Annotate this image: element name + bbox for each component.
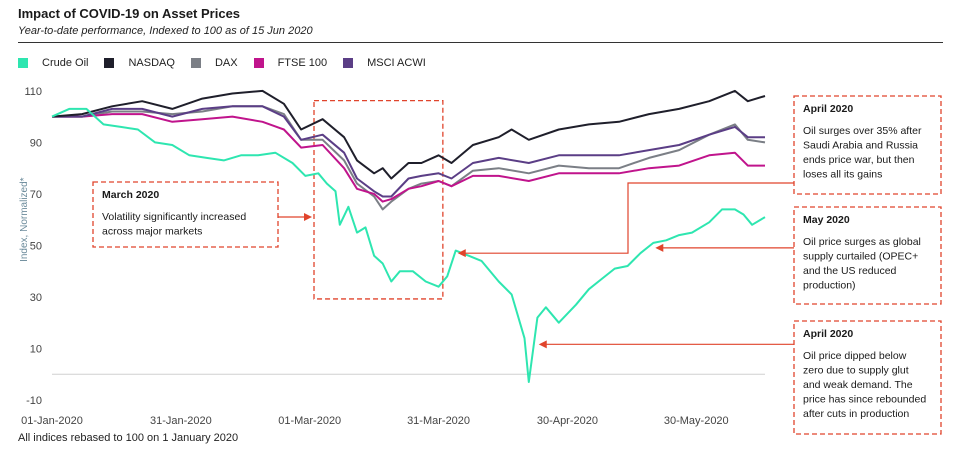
series-line-crude-oil: [51, 107, 766, 383]
annotation-line-april-2020-oil-dip: zero due to supply glut: [803, 365, 909, 377]
y-tick-label: -10: [26, 395, 42, 407]
legend-item-crude-oil: Crude Oil: [18, 57, 88, 69]
x-tick-label: 01-Mar-2020: [278, 415, 341, 427]
y-tick-label: 30: [30, 292, 42, 304]
legend-item-nasdaq: NASDAQ: [104, 57, 175, 69]
y-tick-label: 10: [30, 343, 42, 355]
legend-item-msci-acwi: MSCI ACWI: [343, 57, 426, 69]
annotation-line-april-2020-oil-surge: loses all its gains: [803, 169, 882, 181]
x-tick-label: 01-Jan-2020: [21, 415, 83, 427]
legend-item-ftse-100: FTSE 100: [253, 57, 328, 69]
x-tick-label: 30-May-2020: [664, 415, 729, 427]
title-divider: [18, 42, 943, 43]
series-line-ftse-100: [52, 113, 765, 203]
annotation-line-may-2020: Oil price surges as global: [803, 236, 921, 248]
legend-label-dax: DAX: [214, 57, 238, 69]
legend-swatch-msci-acwi: [343, 58, 354, 68]
legend-swatch-crude-oil: [18, 58, 28, 68]
legend: Crude Oil NASDAQ DAX FTSE 100 MSCI ACWI: [18, 57, 442, 69]
y-tick-label: 90: [30, 137, 42, 149]
annotation-title-april-2020-oil-surge: April 2020: [803, 103, 853, 115]
annotation-title-april-2020-oil-dip: April 2020: [803, 328, 853, 340]
annotation-box-may-2020: [793, 206, 942, 305]
annotation-box-april-2020-oil-surge: [793, 95, 942, 195]
x-tick-label: 30-Apr-2020: [537, 415, 598, 427]
arrowhead-april-2020-oil-surge: [457, 249, 466, 258]
y-tick-label: 70: [30, 189, 42, 201]
annotation-line-may-2020: production): [803, 280, 856, 292]
annotation-box-april-2020-oil-dip: [793, 320, 942, 435]
connector-april-2020-oil-surge: [463, 182, 794, 254]
volatility-highlight-box: [313, 99, 444, 300]
legend-swatch-ftse-100: [253, 58, 264, 68]
x-tick-label: 31-Jan-2020: [150, 415, 212, 427]
legend-label-ftse-100: FTSE 100: [277, 57, 328, 69]
annotation-line-april-2020-oil-dip: and weak demand. The: [803, 379, 913, 391]
annotation-line-april-2020-oil-dip: after cuts in production: [803, 408, 909, 420]
legend-swatch-nasdaq: [104, 58, 115, 68]
arrowhead-may-2020: [655, 243, 664, 252]
arrowhead-march-2020: [304, 213, 313, 221]
series-line-dax: [52, 105, 766, 211]
annotation-line-may-2020: supply curtailed (OPEC+: [803, 251, 918, 263]
legend-label-nasdaq: NASDAQ: [128, 57, 175, 69]
y-tick-label: 110: [24, 86, 42, 98]
arrowhead-april-2020-oil-dip: [538, 340, 547, 349]
y-tick-label: 50: [30, 240, 42, 252]
annotation-line-april-2020-oil-surge: Oil surges over 35% after: [803, 125, 922, 137]
y-axis-label: Index, Normalized*: [19, 177, 30, 262]
annotation-title-march-2020: March 2020: [102, 189, 159, 201]
chart-title: Impact of COVID-19 on Asset Prices: [18, 6, 241, 21]
annotation-line-april-2020-oil-surge: ends price war, but then: [803, 154, 915, 166]
footnote: All indices rebased to 100 on 1 January …: [18, 432, 239, 444]
annotation-line-april-2020-oil-dip: price has since rebounded: [803, 394, 926, 406]
annotation-line-may-2020: and the US reduced: [803, 265, 897, 277]
series-line-msci-acwi: [52, 105, 765, 198]
legend-swatch-dax: [190, 58, 201, 68]
chart-subtitle: Year-to-date performance, Indexed to 100…: [18, 25, 313, 37]
annotation-line-march-2020: across major markets: [102, 226, 202, 238]
annotation-box-march-2020: [92, 181, 279, 248]
series-line-nasdaq: [51, 89, 766, 180]
annotation-line-march-2020: Volatility significantly increased: [102, 211, 246, 223]
x-tick-label: 31-Mar-2020: [407, 415, 470, 427]
annotation-line-april-2020-oil-dip: Oil price dipped below: [803, 350, 907, 362]
legend-item-dax: DAX: [190, 57, 238, 69]
annotation-title-may-2020: May 2020: [803, 214, 850, 226]
annotation-line-april-2020-oil-surge: Saudi Arabia and Russia: [803, 140, 918, 152]
legend-label-msci-acwi: MSCI ACWI: [367, 57, 426, 69]
legend-label-crude-oil: Crude Oil: [42, 57, 89, 69]
